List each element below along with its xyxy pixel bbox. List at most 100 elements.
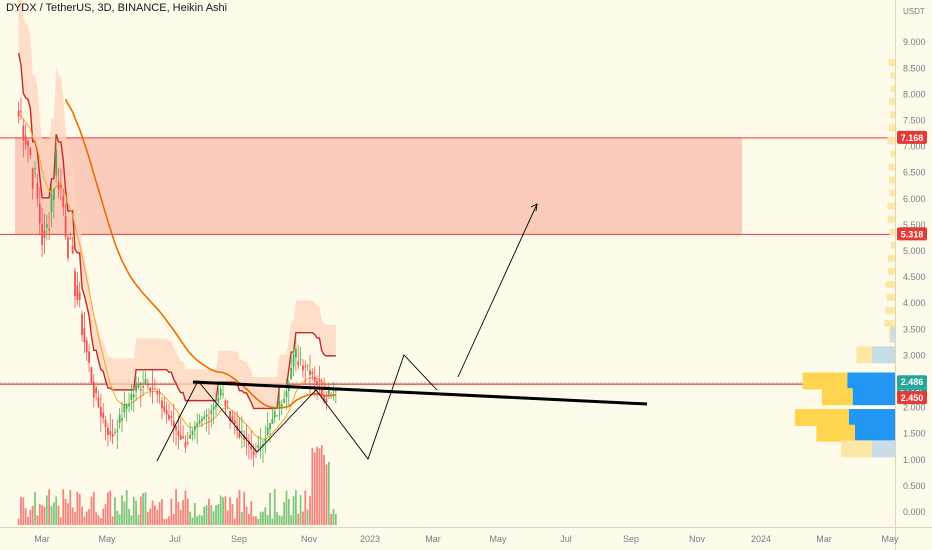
candle-body[interactable]	[146, 384, 149, 386]
candle-body[interactable]	[50, 194, 53, 212]
candle-body[interactable]	[200, 418, 203, 422]
candle-body[interactable]	[161, 400, 163, 409]
candle-body[interactable]	[41, 224, 43, 245]
candle-body[interactable]	[92, 382, 95, 398]
candle-body[interactable]	[285, 391, 288, 398]
candle-body[interactable]	[175, 425, 177, 431]
ema-fast-line[interactable]	[18, 114, 336, 440]
candle-body[interactable]	[294, 348, 297, 358]
candle-body[interactable]	[158, 392, 161, 395]
candle-body[interactable]	[325, 399, 328, 403]
candle-body[interactable]	[210, 410, 213, 415]
candle-body[interactable]	[109, 430, 112, 435]
candle-body[interactable]	[90, 367, 93, 384]
candle-body[interactable]	[64, 216, 67, 237]
last-price-tag[interactable]: 2.486	[901, 377, 924, 387]
candle-body[interactable]	[59, 184, 62, 187]
candle-body[interactable]	[137, 384, 140, 388]
candle-body[interactable]	[88, 351, 90, 363]
candle-body[interactable]	[151, 388, 154, 390]
candle-body[interactable]	[193, 426, 196, 431]
volume-profile-up[interactable]	[848, 409, 895, 427]
ema-slow-line[interactable]	[64, 98, 336, 409]
candle-body[interactable]	[259, 446, 262, 448]
candle-body[interactable]	[309, 370, 311, 376]
volume-profile-down[interactable]	[856, 346, 872, 364]
candle-body[interactable]	[224, 400, 227, 407]
candle-body[interactable]	[135, 385, 137, 392]
candle-body[interactable]	[168, 414, 170, 420]
candle-body[interactable]	[62, 195, 65, 208]
candle-body[interactable]	[217, 397, 220, 403]
candle-body[interactable]	[31, 168, 34, 189]
candle-body[interactable]	[323, 395, 325, 402]
candle-body[interactable]	[215, 404, 217, 408]
candle-body[interactable]	[85, 340, 88, 353]
projection-arrow[interactable]	[457, 203, 538, 378]
candle-body[interactable]	[130, 393, 133, 401]
candle-body[interactable]	[238, 431, 241, 438]
volume-profile-up[interactable]	[871, 346, 895, 364]
candle-body[interactable]	[20, 111, 22, 113]
candle-body[interactable]	[156, 391, 159, 395]
candle-body[interactable]	[153, 388, 156, 390]
candle-body[interactable]	[302, 365, 304, 371]
support-tag[interactable]: 2.450	[901, 393, 924, 403]
volume-profile-up[interactable]	[890, 325, 895, 343]
candle-body[interactable]	[128, 403, 130, 407]
candle-body[interactable]	[48, 228, 51, 231]
candle-body[interactable]	[203, 416, 206, 419]
candle-body[interactable]	[198, 420, 201, 424]
candle-body[interactable]	[189, 434, 192, 439]
candle-body[interactable]	[290, 367, 293, 380]
candle-body[interactable]	[313, 376, 316, 382]
candle-body[interactable]	[334, 390, 337, 392]
candle-body[interactable]	[142, 386, 145, 388]
volume-profile-down[interactable]	[888, 325, 891, 343]
resistance-zone[interactable]	[15, 137, 742, 235]
candle-body[interactable]	[231, 416, 234, 422]
candle-body[interactable]	[292, 353, 295, 367]
volume-profile-down[interactable]	[816, 424, 855, 442]
volume-profile-up[interactable]	[854, 424, 895, 442]
candle-body[interactable]	[280, 404, 283, 407]
candle-body[interactable]	[55, 149, 58, 176]
candle-body[interactable]	[179, 435, 182, 440]
candle-body[interactable]	[186, 442, 189, 444]
candle-body[interactable]	[262, 444, 264, 446]
candle-body[interactable]	[316, 380, 318, 386]
candle-body[interactable]	[320, 389, 323, 398]
candle-body[interactable]	[273, 411, 276, 418]
volume-profile-up[interactable]	[847, 372, 895, 390]
candle-body[interactable]	[208, 417, 210, 419]
trendline[interactable]	[192, 380, 648, 406]
candle-body[interactable]	[276, 415, 278, 417]
zigzag-pattern[interactable]	[156, 354, 438, 462]
candle-body[interactable]	[17, 110, 20, 116]
candle-body[interactable]	[184, 442, 187, 448]
volume-profile-down[interactable]	[794, 409, 849, 427]
candle-body[interactable]	[116, 430, 119, 432]
candle-body[interactable]	[99, 407, 102, 417]
candle-body[interactable]	[165, 410, 168, 415]
candle-body[interactable]	[330, 395, 333, 397]
candle-body[interactable]	[177, 430, 180, 436]
candle-body[interactable]	[139, 389, 142, 391]
candle-body[interactable]	[283, 399, 286, 403]
candle-body[interactable]	[36, 183, 39, 199]
candle-body[interactable]	[318, 381, 321, 383]
candle-body[interactable]	[111, 433, 114, 437]
candle-body[interactable]	[287, 385, 290, 392]
candle-body[interactable]	[327, 389, 330, 395]
candle-body[interactable]	[243, 435, 246, 440]
candle-body[interactable]	[104, 419, 107, 428]
candle-body[interactable]	[212, 406, 215, 411]
candle-body[interactable]	[22, 125, 25, 141]
candle-body[interactable]	[229, 411, 231, 421]
candle-body[interactable]	[125, 405, 128, 409]
candle-body[interactable]	[219, 388, 222, 396]
candle-body[interactable]	[106, 427, 109, 436]
candle-body[interactable]	[182, 436, 184, 439]
candle-body[interactable]	[252, 450, 255, 456]
